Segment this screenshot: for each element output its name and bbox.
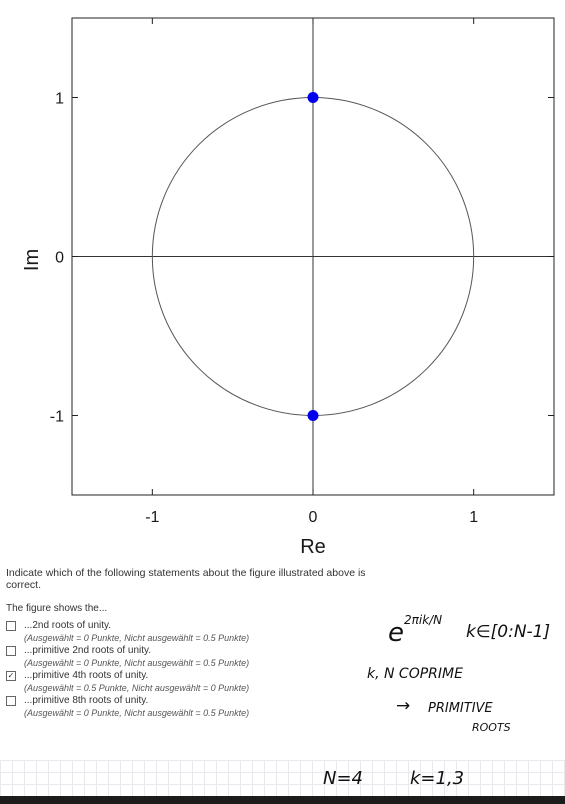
y-tick-label: -1 xyxy=(50,409,64,426)
note-roots: ROOTS xyxy=(472,721,511,734)
checkbox[interactable] xyxy=(6,621,16,631)
option-label: ...2nd roots of unity. xyxy=(24,620,112,631)
roots-of-unity-plot: Im Re -1 0 1 1 0 -1 xyxy=(21,17,555,558)
y-axis-label: Im xyxy=(21,249,43,271)
option-primitive-2nd-roots[interactable]: ...primitive 2nd roots of unity. (Ausgew… xyxy=(6,645,366,669)
option-score: (Ausgewählt = 0.5 Punkte, Nicht ausgewäh… xyxy=(24,683,250,693)
option-label: ...primitive 2nd roots of unity. xyxy=(24,645,152,656)
y-tick-label: 0 xyxy=(55,250,64,267)
quiz-panel: Indicate which of the following statemen… xyxy=(6,567,366,720)
x-tick-label: 1 xyxy=(469,509,478,526)
graph-paper-strip xyxy=(0,760,565,796)
note-k-value: k=1,3 xyxy=(410,768,464,789)
question-prompt: The figure shows the... xyxy=(6,603,108,614)
y-tick-label: 1 xyxy=(55,91,64,108)
x-tick-label: 0 xyxy=(309,509,318,526)
x-axis-label: Re xyxy=(300,536,326,558)
option-score: (Ausgewählt = 0 Punkte, Nicht ausgewählt… xyxy=(24,633,250,643)
checkbox[interactable] xyxy=(6,646,16,656)
option-2nd-roots[interactable]: ...2nd roots of unity. (Ausgewählt = 0 P… xyxy=(6,620,366,644)
question-text: Indicate which of the following statemen… xyxy=(6,567,366,591)
checkbox[interactable] xyxy=(6,696,16,706)
note-arrow: → xyxy=(396,696,410,716)
note-n-value: N=4 xyxy=(323,768,363,789)
option-score: (Ausgewählt = 0 Punkte, Nicht ausgewählt… xyxy=(24,708,250,718)
note-primitive: PRIMITIVE xyxy=(428,701,493,716)
x-tick-label: -1 xyxy=(145,509,159,526)
note-coprime: k, N COPRIME xyxy=(367,666,463,682)
note-formula-base: e xyxy=(388,618,404,648)
root-point xyxy=(307,410,319,421)
root-point xyxy=(307,92,319,103)
bottom-bar xyxy=(0,796,565,804)
note-formula-range: k∈[0:N-1] xyxy=(466,622,550,642)
option-label: ...primitive 4th roots of unity. xyxy=(24,670,149,681)
note-formula-exponent: 2πik/N xyxy=(404,613,442,627)
option-primitive-8th-roots[interactable]: ...primitive 8th roots of unity. (Ausgew… xyxy=(6,695,366,719)
checkbox[interactable]: ✓ xyxy=(6,671,16,681)
option-primitive-4th-roots[interactable]: ✓ ...primitive 4th roots of unity. (Ausg… xyxy=(6,670,366,694)
option-score: (Ausgewählt = 0 Punkte, Nicht ausgewählt… xyxy=(24,658,250,668)
option-label: ...primitive 8th roots of unity. xyxy=(24,695,149,706)
